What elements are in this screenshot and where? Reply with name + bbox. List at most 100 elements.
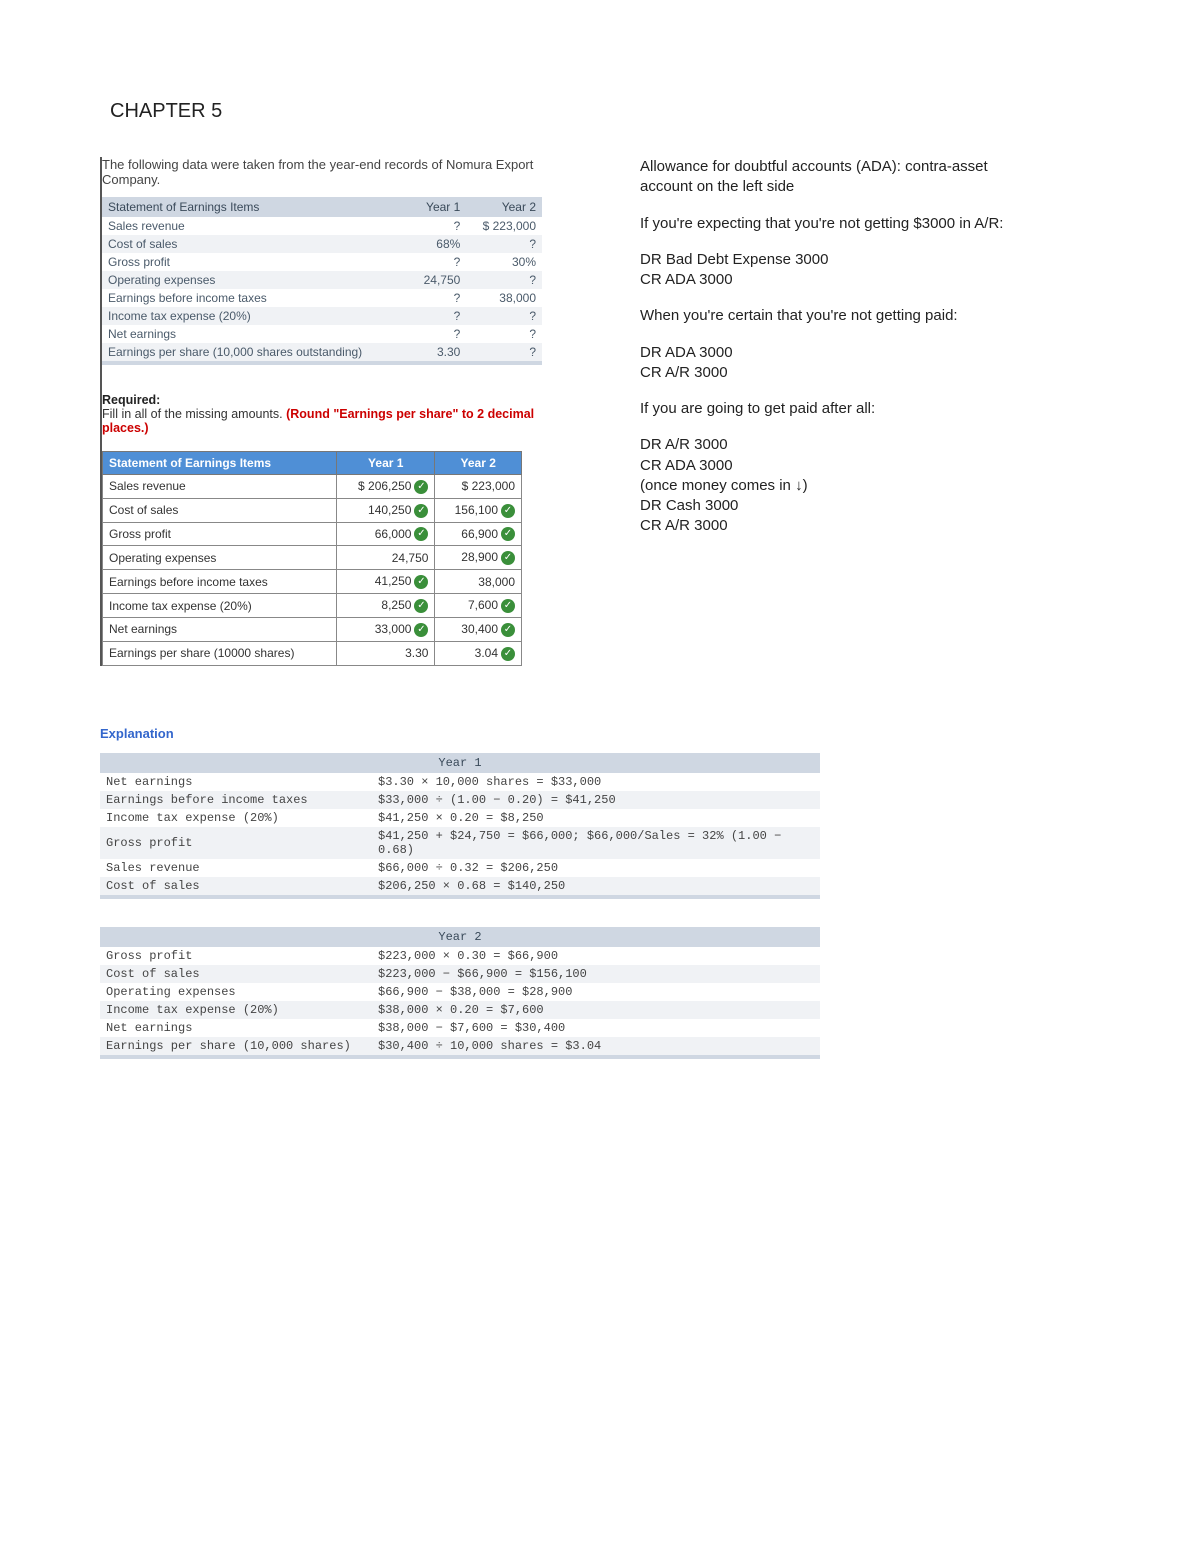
row-label: Earnings per share (10,000 shares)	[100, 1037, 372, 1055]
row-year2: ?	[466, 325, 542, 343]
row-value: 38,000	[478, 575, 515, 589]
row-label: Sales revenue	[100, 859, 372, 877]
row-value: 30,400	[461, 622, 498, 636]
row-value: 66,000	[375, 527, 412, 541]
row-label: Income tax expense (20%)	[100, 809, 372, 827]
table-row: Net earnings$3.30 × 10,000 shares = $33,…	[100, 773, 820, 791]
table-row: Income tax expense (20%)8,250✓7,600✓	[103, 594, 522, 618]
note-once-money: (once money comes in ↓)	[640, 477, 808, 494]
check-icon: ✓	[501, 527, 515, 541]
row-year1: 24,750	[337, 546, 435, 570]
table-row: Gross profit$223,000 × 0.30 = $66,900	[100, 947, 820, 965]
table-row: Cost of sales$223,000 − $66,900 = $156,1…	[100, 965, 820, 983]
table-row: Earnings before income taxes$33,000 ÷ (1…	[100, 791, 820, 809]
check-icon: ✓	[501, 623, 515, 637]
table-row: Gross profit66,000✓66,900✓	[103, 522, 522, 546]
row-year1: 8,250✓	[337, 594, 435, 618]
row-label: Cost of sales	[100, 965, 372, 983]
required-label: Required:	[102, 393, 160, 407]
intro-text: The following data were taken from the y…	[102, 157, 580, 187]
table-row: Earnings per share (10000 shares)3.303.0…	[103, 641, 522, 665]
row-value: 24,750	[392, 551, 429, 565]
row-label: Earnings before income taxes	[102, 289, 410, 307]
note-dr-baddebt: DR Bad Debt Expense 3000	[640, 251, 828, 268]
col-year1: Year 1	[410, 197, 466, 217]
row-label: Income tax expense (20%)	[100, 1001, 372, 1019]
row-calc: $33,000 ÷ (1.00 − 0.20) = $41,250	[372, 791, 820, 809]
note-cr-ada2: CR ADA 3000	[640, 457, 733, 474]
row-year2: $ 223,000	[466, 217, 542, 235]
row-label: Cost of sales	[103, 498, 337, 522]
row-label: Net earnings	[100, 1019, 372, 1037]
note-getpaid: If you are going to get paid after all:	[640, 399, 1020, 419]
table-row: Operating expenses24,75028,900✓	[103, 546, 522, 570]
row-label: Operating expenses	[103, 546, 337, 570]
row-calc: $66,900 − $38,000 = $28,900	[372, 983, 820, 1001]
check-icon: ✓	[414, 599, 428, 613]
row-label: Earnings before income taxes	[103, 570, 337, 594]
row-calc: $38,000 − $7,600 = $30,400	[372, 1019, 820, 1037]
table-row: Net earnings33,000✓30,400✓	[103, 617, 522, 641]
row-label: Gross profit	[102, 253, 410, 271]
row-label: Gross profit	[103, 522, 337, 546]
row-label: Net earnings	[100, 773, 372, 791]
row-year1: 24,750	[410, 271, 466, 289]
table-row: Cost of sales$206,250 × 0.68 = $140,250	[100, 877, 820, 895]
check-icon: ✓	[414, 575, 428, 589]
row-year2: $ 223,000	[435, 475, 522, 499]
row-year2: ?	[466, 307, 542, 325]
check-icon: ✓	[501, 504, 515, 518]
row-year1: 140,250✓	[337, 498, 435, 522]
explanation-year1: Year 1 Net earnings$3.30 × 10,000 shares…	[100, 753, 820, 899]
row-calc: $223,000 − $66,900 = $156,100	[372, 965, 820, 983]
table-row: Operating expenses$66,900 − $38,000 = $2…	[100, 983, 820, 1001]
note-expecting: If you're expecting that you're not gett…	[640, 214, 1020, 234]
table-row: Operating expenses24,750?	[102, 271, 542, 289]
row-label: Net earnings	[102, 325, 410, 343]
note-dr-ada: DR ADA 3000	[640, 344, 733, 361]
row-calc: $206,250 × 0.68 = $140,250	[372, 877, 820, 895]
check-icon: ✓	[414, 480, 428, 494]
table-row: Income tax expense (20%)$38,000 × 0.20 =…	[100, 1001, 820, 1019]
note-cr-ada: CR ADA 3000	[640, 271, 733, 288]
row-calc: $41,250 × 0.20 = $8,250	[372, 809, 820, 827]
row-label: Gross profit	[100, 827, 372, 859]
row-value: 8,250	[381, 598, 411, 612]
table-row: Earnings before income taxes?38,000	[102, 289, 542, 307]
explanation-year2: Year 2 Gross profit$223,000 × 0.30 = $66…	[100, 927, 820, 1059]
check-icon: ✓	[414, 623, 428, 637]
row-label: Earnings per share (10,000 shares outsta…	[102, 343, 410, 361]
table-row: Sales revenue?$ 223,000	[102, 217, 542, 235]
row-year1: 33,000✓	[337, 617, 435, 641]
row-calc: $38,000 × 0.20 = $7,600	[372, 1001, 820, 1019]
check-icon: ✓	[501, 599, 515, 613]
row-calc: $30,400 ÷ 10,000 shares = $3.04	[372, 1037, 820, 1055]
check-icon: ✓	[414, 527, 428, 541]
row-label: Sales revenue	[103, 475, 337, 499]
row-value: 3.30	[405, 646, 428, 660]
table-row: Earnings per share (10,000 shares)$30,40…	[100, 1037, 820, 1055]
chapter-title: CHAPTER 5	[110, 100, 1100, 123]
table-row: Net earnings??	[102, 325, 542, 343]
row-value: $ 206,250	[358, 479, 411, 493]
row-label: Income tax expense (20%)	[102, 307, 410, 325]
row-value: 33,000	[375, 622, 412, 636]
row-year2: 7,600✓	[435, 594, 522, 618]
row-year1: $ 206,250✓	[337, 475, 435, 499]
required-block: Required: Fill in all of the missing amo…	[102, 393, 580, 435]
row-year1: 68%	[410, 235, 466, 253]
row-year2: 38,000	[435, 570, 522, 594]
side-notes: Allowance for doubtful accounts (ADA): c…	[640, 157, 1020, 553]
row-year1: ?	[410, 325, 466, 343]
row-year1: 66,000✓	[337, 522, 435, 546]
ans-col-year2: Year 2	[435, 452, 522, 475]
ans-col-year1: Year 1	[337, 452, 435, 475]
row-value: 3.04	[475, 646, 498, 660]
exp2-header: Year 2	[100, 927, 820, 947]
row-year1: 41,250✓	[337, 570, 435, 594]
ans-col-items: Statement of Earnings Items	[103, 452, 337, 475]
note-cr-ar: CR A/R 3000	[640, 364, 728, 381]
row-value: 28,900	[461, 550, 498, 564]
row-year2: ?	[466, 235, 542, 253]
table-row: Income tax expense (20%)??	[102, 307, 542, 325]
